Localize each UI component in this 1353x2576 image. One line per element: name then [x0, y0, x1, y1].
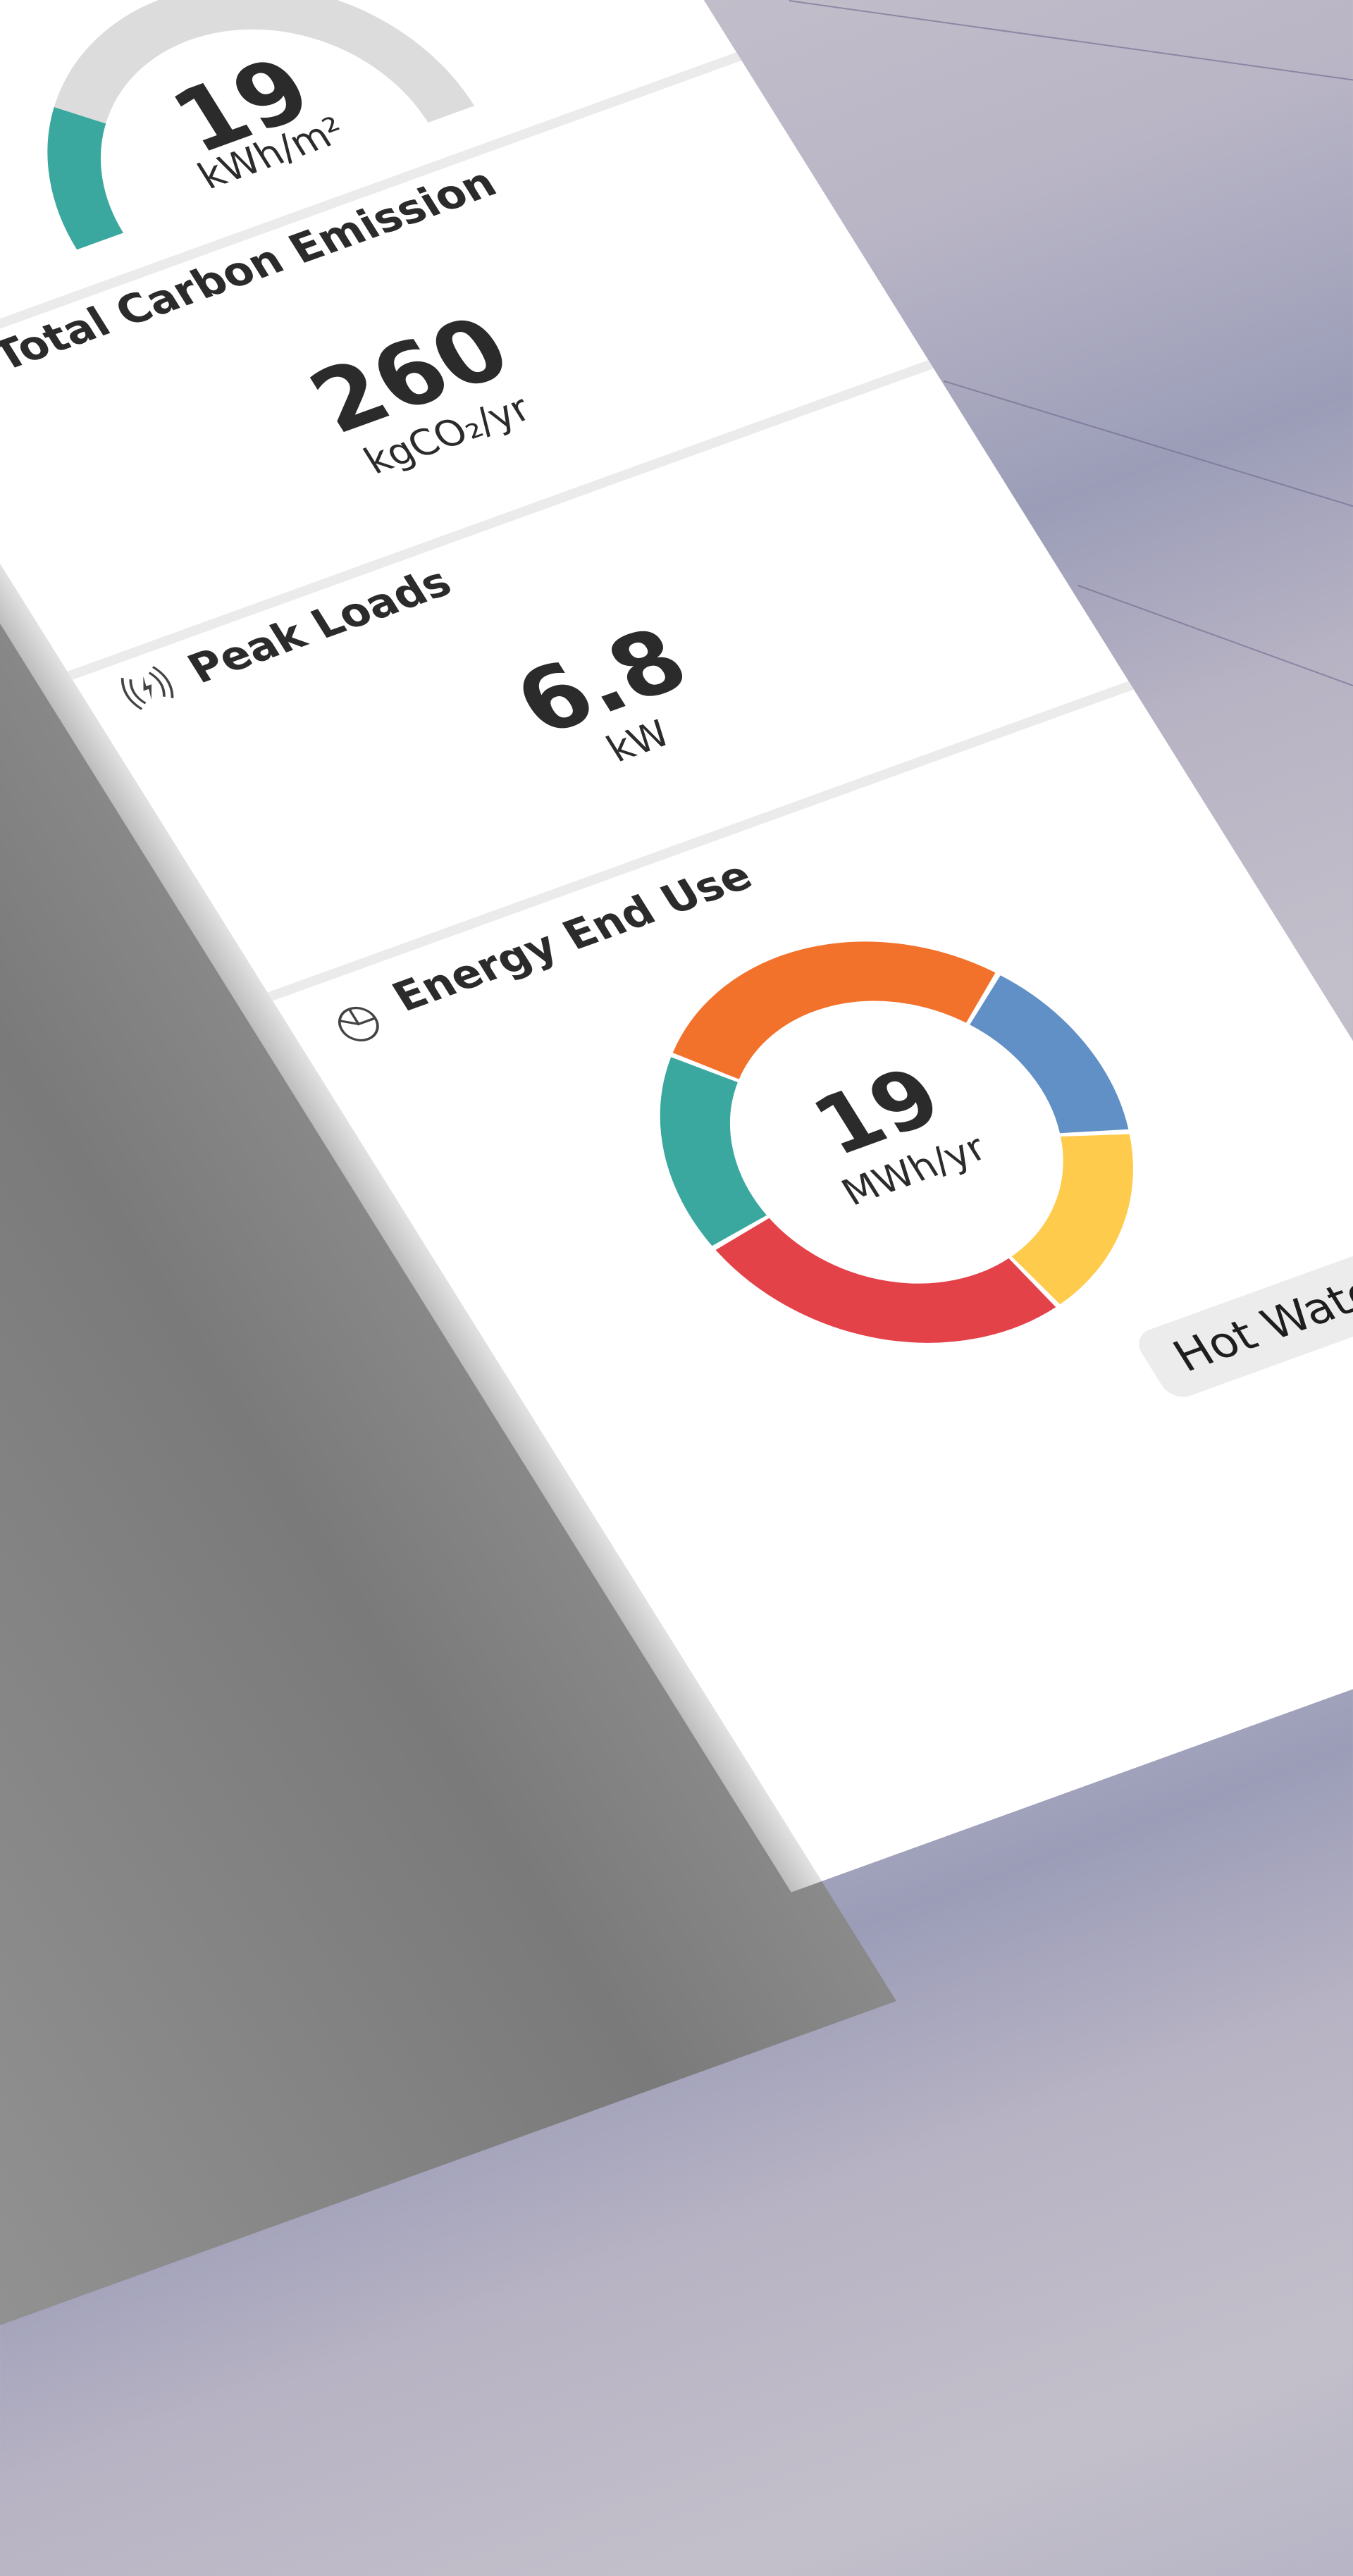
donut-segment[interactable]: [649, 1057, 793, 1246]
donut-segment[interactable]: [973, 1134, 1159, 1305]
background-line: [789, 0, 1353, 90]
energy-intensity-gauge: [47, 0, 475, 250]
energy-end-use-donut: [649, 932, 1159, 1363]
donut-segment[interactable]: [672, 932, 996, 1091]
electric-signal-icon: [121, 666, 174, 710]
peak-loads-value: 6.8: [496, 608, 706, 755]
pie-chart-icon: [338, 1006, 379, 1041]
donut-segment[interactable]: [715, 1158, 1056, 1363]
donut-segment[interactable]: [969, 975, 1129, 1139]
dashboard-panel: 19 kWh/m² Total Carbon Emission 260 kgCO…: [0, 0, 1353, 1402]
gauge-fill: [47, 107, 124, 250]
